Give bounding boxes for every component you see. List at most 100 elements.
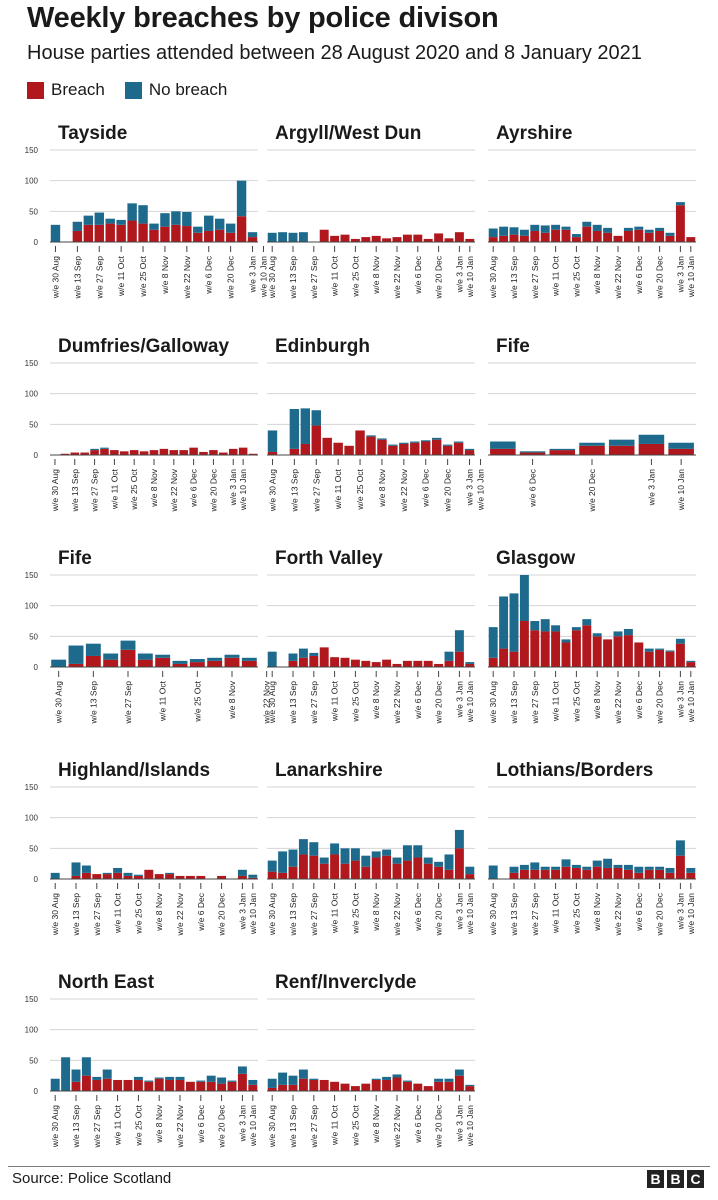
x-tick-label: w/e 30 Aug bbox=[488, 681, 498, 724]
bar-no-breach bbox=[298, 1069, 308, 1079]
bar-no-breach bbox=[392, 1074, 402, 1078]
bar-series bbox=[267, 829, 475, 879]
bar-no-breach bbox=[675, 202, 685, 206]
bar-breach bbox=[298, 657, 308, 667]
bar-breach bbox=[199, 451, 208, 455]
x-tick-label: w/e 10 Jan bbox=[465, 256, 475, 298]
bar-breach bbox=[139, 451, 149, 455]
x-tick-label: w/e 11 Oct bbox=[551, 255, 561, 297]
bar-series bbox=[50, 180, 258, 242]
y-tick-label: 100 bbox=[25, 1026, 39, 1035]
panel-title: North East bbox=[58, 972, 155, 993]
x-tick-label: w/e 25 Oct bbox=[138, 255, 148, 297]
bar-no-breach bbox=[613, 631, 623, 637]
bar-series bbox=[60, 447, 258, 455]
x-tick-label: w/e 8 Nov bbox=[371, 680, 381, 720]
bar-breach bbox=[350, 238, 360, 242]
bar-no-breach bbox=[509, 227, 519, 235]
bar-no-breach bbox=[288, 849, 298, 867]
bar-breach bbox=[92, 1079, 102, 1091]
bar-breach bbox=[214, 229, 225, 242]
bar-breach bbox=[288, 660, 298, 667]
bar-breach bbox=[165, 1079, 175, 1091]
bar-breach bbox=[247, 237, 258, 242]
x-tick-label: w/e 22 Nov bbox=[392, 1104, 402, 1148]
bar-no-breach bbox=[50, 1078, 60, 1091]
bar-no-breach bbox=[189, 659, 205, 663]
bar-breach bbox=[169, 450, 179, 455]
x-tick-label: w/e 22 Nov bbox=[175, 892, 185, 936]
bar-breach bbox=[509, 651, 519, 667]
bar-breach bbox=[423, 660, 433, 667]
bar-no-breach bbox=[165, 872, 175, 875]
bar-no-breach bbox=[50, 224, 61, 242]
bar-no-breach bbox=[634, 226, 644, 230]
y-tick-label: 0 bbox=[34, 451, 39, 460]
bar-no-breach bbox=[171, 211, 181, 225]
panel-north-east: North East 0 50 100 150 w/e 30 Aug w/e 13 Sep w… bbox=[25, 972, 258, 1149]
bar-breach bbox=[193, 232, 203, 242]
x-tick-label: w/e 10 Jan bbox=[238, 469, 248, 511]
bar-no-breach bbox=[582, 221, 592, 227]
bar-breach bbox=[138, 223, 148, 242]
legend-label-breach: Breach bbox=[51, 80, 105, 99]
x-tick-label: w/e 25 Oct bbox=[350, 892, 360, 934]
bar-breach bbox=[392, 663, 402, 667]
bar-breach bbox=[309, 1079, 319, 1091]
bar-breach bbox=[549, 450, 576, 455]
x-tick-label: w/e 13 Sep bbox=[70, 469, 80, 513]
bar-breach bbox=[350, 659, 360, 667]
bar-no-breach bbox=[288, 653, 298, 661]
bar-breach bbox=[413, 857, 423, 879]
x-tick-label: w/e 11 Oct bbox=[158, 680, 168, 722]
x-tick-label: w/e 30 Aug bbox=[267, 681, 277, 724]
bar-no-breach bbox=[571, 234, 581, 238]
bar-breach bbox=[155, 657, 171, 667]
bar-breach bbox=[431, 439, 442, 455]
bar-no-breach bbox=[160, 213, 170, 227]
bar-breach bbox=[298, 1078, 308, 1091]
bar-breach bbox=[196, 875, 206, 879]
bar-no-breach bbox=[444, 1078, 454, 1082]
bar-no-breach bbox=[592, 633, 602, 637]
x-tick-label: w/e 3 Jan bbox=[454, 1105, 464, 1143]
bar-breach bbox=[442, 445, 453, 455]
bar-breach bbox=[571, 867, 581, 879]
bar-breach bbox=[355, 430, 365, 455]
bar-breach bbox=[668, 448, 694, 455]
x-tick-label: w/e 20 Dec bbox=[434, 1104, 444, 1148]
bar-no-breach bbox=[434, 861, 444, 867]
bar-breach bbox=[319, 647, 329, 667]
bar-breach bbox=[217, 875, 227, 879]
x-tick-label: w/e 25 Oct bbox=[350, 1104, 360, 1146]
bar-breach bbox=[361, 866, 371, 879]
bar-no-breach bbox=[214, 218, 225, 230]
bar-no-breach bbox=[434, 1078, 444, 1082]
bar-no-breach bbox=[137, 653, 153, 660]
bar-no-breach bbox=[530, 224, 540, 231]
bar-series bbox=[267, 408, 475, 455]
bar-no-breach bbox=[127, 203, 137, 221]
bar-no-breach bbox=[241, 657, 257, 661]
x-tick-label: w/e 8 Nov bbox=[592, 680, 602, 720]
x-tick-label: w/e 30 Aug bbox=[488, 893, 498, 936]
bar-breach bbox=[330, 235, 340, 242]
x-tick-label: w/e 20 Dec bbox=[226, 255, 236, 299]
panel-title: Argyll/West Dun bbox=[275, 123, 421, 144]
bar-no-breach bbox=[298, 232, 308, 242]
bar-breach bbox=[309, 655, 319, 667]
x-tick-label: w/e 30 Aug bbox=[50, 469, 60, 512]
bar-no-breach bbox=[444, 854, 454, 870]
bar-breach bbox=[267, 871, 277, 879]
bar-breach bbox=[288, 866, 298, 879]
bar-no-breach bbox=[613, 864, 623, 868]
bar-breach bbox=[392, 863, 402, 879]
bar-breach bbox=[603, 639, 613, 667]
bar-no-breach bbox=[366, 435, 376, 437]
x-tick-label: w/e 25 Oct bbox=[350, 255, 360, 297]
bar-no-breach bbox=[196, 1080, 206, 1082]
x-tick-label: w/e 13 Sep bbox=[289, 469, 299, 513]
bar-no-breach bbox=[206, 1075, 216, 1082]
panel-lanarkshire: Lanarkshire w/e 30 Aug w/e 13 Sep w/e 27 Se… bbox=[267, 760, 475, 937]
bar-breach bbox=[309, 855, 319, 879]
